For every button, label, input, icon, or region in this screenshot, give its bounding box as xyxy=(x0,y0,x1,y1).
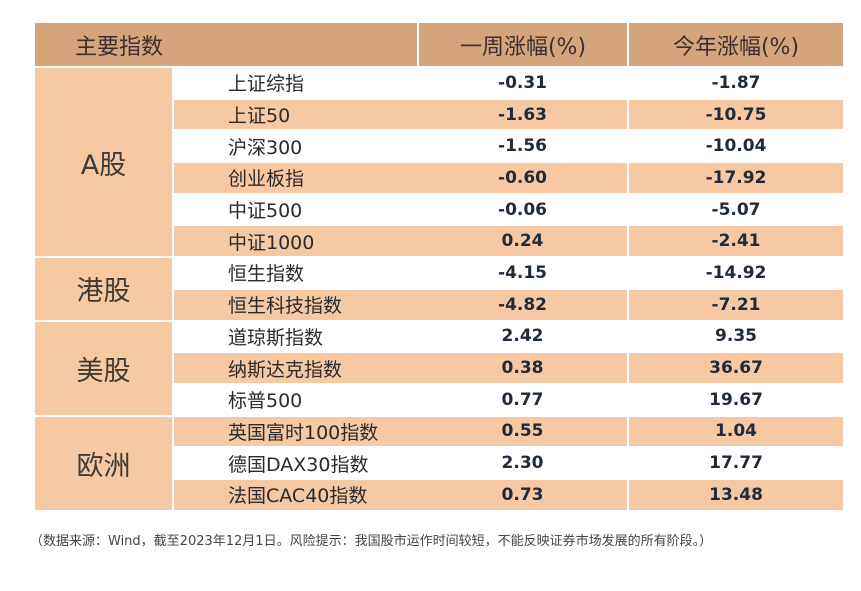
ytd-change: -17.92 xyxy=(628,161,844,194)
week-change: -0.60 xyxy=(418,161,630,194)
region-cell: 美股 xyxy=(35,319,174,416)
table-row: 创业板指 -0.60 -17.92 xyxy=(35,161,844,194)
index-name: 德国DAX30指数 xyxy=(173,446,419,479)
week-change: -1.63 xyxy=(418,97,630,131)
index-name: 纳斯达克指数 xyxy=(173,351,419,384)
ytd-change: 13.48 xyxy=(628,477,844,510)
ytd-change: -10.04 xyxy=(628,129,844,163)
index-name: 标普500 xyxy=(173,382,419,416)
table-row: 欧洲 英国富时100指数 0.55 1.04 xyxy=(35,414,844,510)
region-cell: 欧洲 xyxy=(35,414,174,510)
table-row: 德国DAX30指数 2.30 17.77 xyxy=(35,446,844,479)
week-change: 2.30 xyxy=(418,446,630,479)
header-index: 主要指数 xyxy=(35,23,420,67)
week-change: 0.24 xyxy=(418,224,630,258)
index-name: 中证1000 xyxy=(173,224,419,258)
table-row: 中证500 -0.06 -5.07 xyxy=(35,192,844,226)
header-ytd-change: 今年涨幅(%) xyxy=(628,23,844,67)
week-change: 0.77 xyxy=(418,382,630,416)
table-body: A股 上证综指 -0.31 -1.87 上证50 -1.63 -10.75 沪深… xyxy=(35,65,844,510)
index-name: 恒生科技指数 xyxy=(173,287,419,321)
ytd-change: 19.67 xyxy=(628,382,844,416)
region-cell: 港股 xyxy=(35,256,174,321)
ytd-change: -7.21 xyxy=(628,287,844,321)
table-row: A股 上证综指 -0.31 -1.87 xyxy=(35,65,844,258)
source-note: （数据来源：Wind，截至2023年12月1日。风险提示：我国股市运作时间较短，… xyxy=(30,534,713,549)
ytd-change: -5.07 xyxy=(628,192,844,226)
week-change: -1.56 xyxy=(418,129,630,163)
week-change: -0.31 xyxy=(418,66,630,99)
data-table: 主要指数 一周涨幅(%) 今年涨幅(%) A股 上证综指 -0.31 -1.87… xyxy=(35,23,844,510)
table-row: 美股 道琼斯指数 2.42 9.35 xyxy=(35,319,844,416)
table-row: 上证50 -1.63 -10.75 xyxy=(35,97,844,131)
ytd-change: -10.75 xyxy=(628,97,844,131)
index-name: 法国CAC40指数 xyxy=(173,477,419,510)
table-row: 沪深300 -1.56 -10.04 xyxy=(35,129,844,163)
index-name: 创业板指 xyxy=(173,161,419,194)
region-cell: A股 xyxy=(35,65,174,258)
index-name: 中证500 xyxy=(173,192,419,226)
ytd-change: -14.92 xyxy=(628,256,844,289)
ytd-change: 36.67 xyxy=(628,351,844,384)
table-row: 标普500 0.77 19.67 xyxy=(35,382,844,416)
ytd-change: 17.77 xyxy=(628,446,844,479)
table-row: 纳斯达克指数 0.38 36.67 xyxy=(35,351,844,384)
ytd-change: -1.87 xyxy=(628,66,844,99)
week-change: -4.82 xyxy=(418,287,630,321)
index-name: 上证50 xyxy=(173,97,419,131)
table-header-row: 主要指数 一周涨幅(%) 今年涨幅(%) xyxy=(35,23,844,67)
table-row: 法国CAC40指数 0.73 13.48 xyxy=(35,477,844,510)
index-name: 英国富时100指数 xyxy=(173,414,419,448)
index-performance-table: 主要指数 一周涨幅(%) 今年涨幅(%) A股 上证综指 -0.31 -1.87… xyxy=(35,23,844,510)
week-change: -0.06 xyxy=(418,192,630,226)
week-change: 2.42 xyxy=(418,319,630,353)
table-row: 恒生科技指数 -4.82 -7.21 xyxy=(35,287,844,321)
week-change: 0.73 xyxy=(418,477,630,510)
header-week-change: 一周涨幅(%) xyxy=(418,23,630,67)
index-name: 沪深300 xyxy=(173,129,419,163)
index-name: 上证综指 xyxy=(173,66,419,99)
index-name: 恒生指数 xyxy=(173,256,419,289)
week-change: 0.55 xyxy=(418,414,630,448)
week-change: 0.38 xyxy=(418,351,630,384)
table-row: 中证1000 0.24 -2.41 xyxy=(35,224,844,258)
ytd-change: 1.04 xyxy=(628,414,844,448)
week-change: -4.15 xyxy=(418,256,630,289)
ytd-change: 9.35 xyxy=(628,319,844,353)
table-row: 港股 恒生指数 -4.15 -14.92 xyxy=(35,256,844,321)
index-name: 道琼斯指数 xyxy=(173,319,419,353)
ytd-change: -2.41 xyxy=(628,224,844,258)
